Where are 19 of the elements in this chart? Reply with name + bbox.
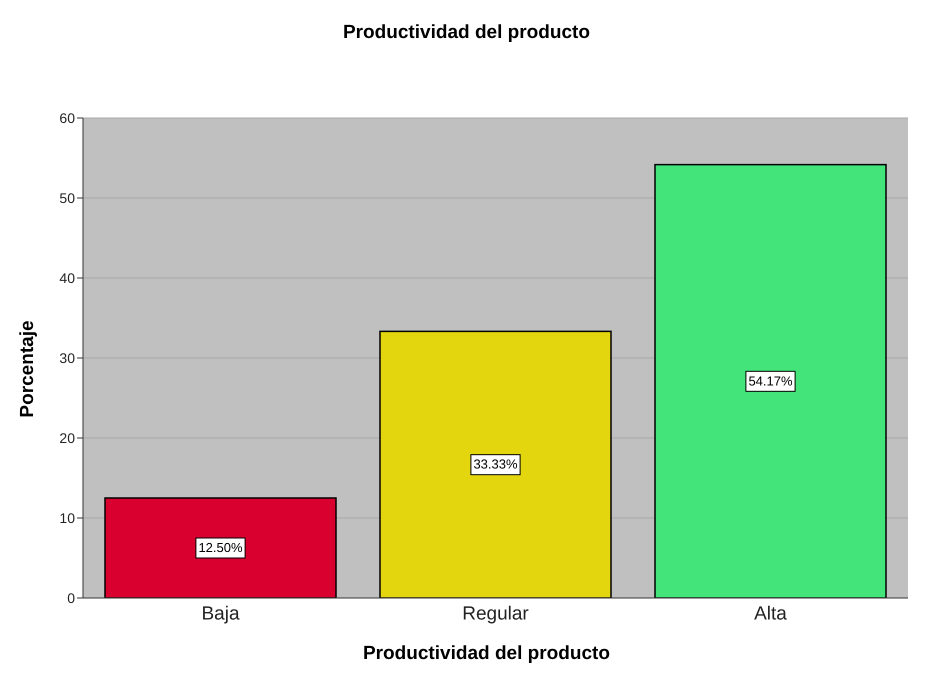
bar	[104, 497, 337, 598]
y-axis-title: Porcentaje	[17, 319, 39, 420]
bar	[654, 164, 887, 598]
data-label: 33.33%	[473, 456, 518, 472]
y-tick-label: 0	[67, 590, 76, 606]
bar	[379, 330, 612, 598]
y-tick-label: 30	[59, 350, 76, 366]
y-tick-label: 10	[59, 510, 76, 526]
x-tick-label: Regular	[462, 603, 530, 624]
data-label: 54.17%	[748, 373, 793, 388]
y-tick-label: 50	[59, 190, 76, 206]
x-tick-label: Alta	[754, 603, 788, 624]
data-label: 12.50%	[198, 540, 243, 555]
chart-title: Productividad del producto	[342, 22, 591, 44]
x-tick-label: Baja	[201, 603, 240, 624]
y-tick-label: 40	[59, 270, 76, 286]
y-tick-label: 60	[59, 110, 76, 126]
y-tick-label: 20	[59, 430, 76, 446]
x-axis-title: Productividad del producto	[362, 643, 611, 665]
